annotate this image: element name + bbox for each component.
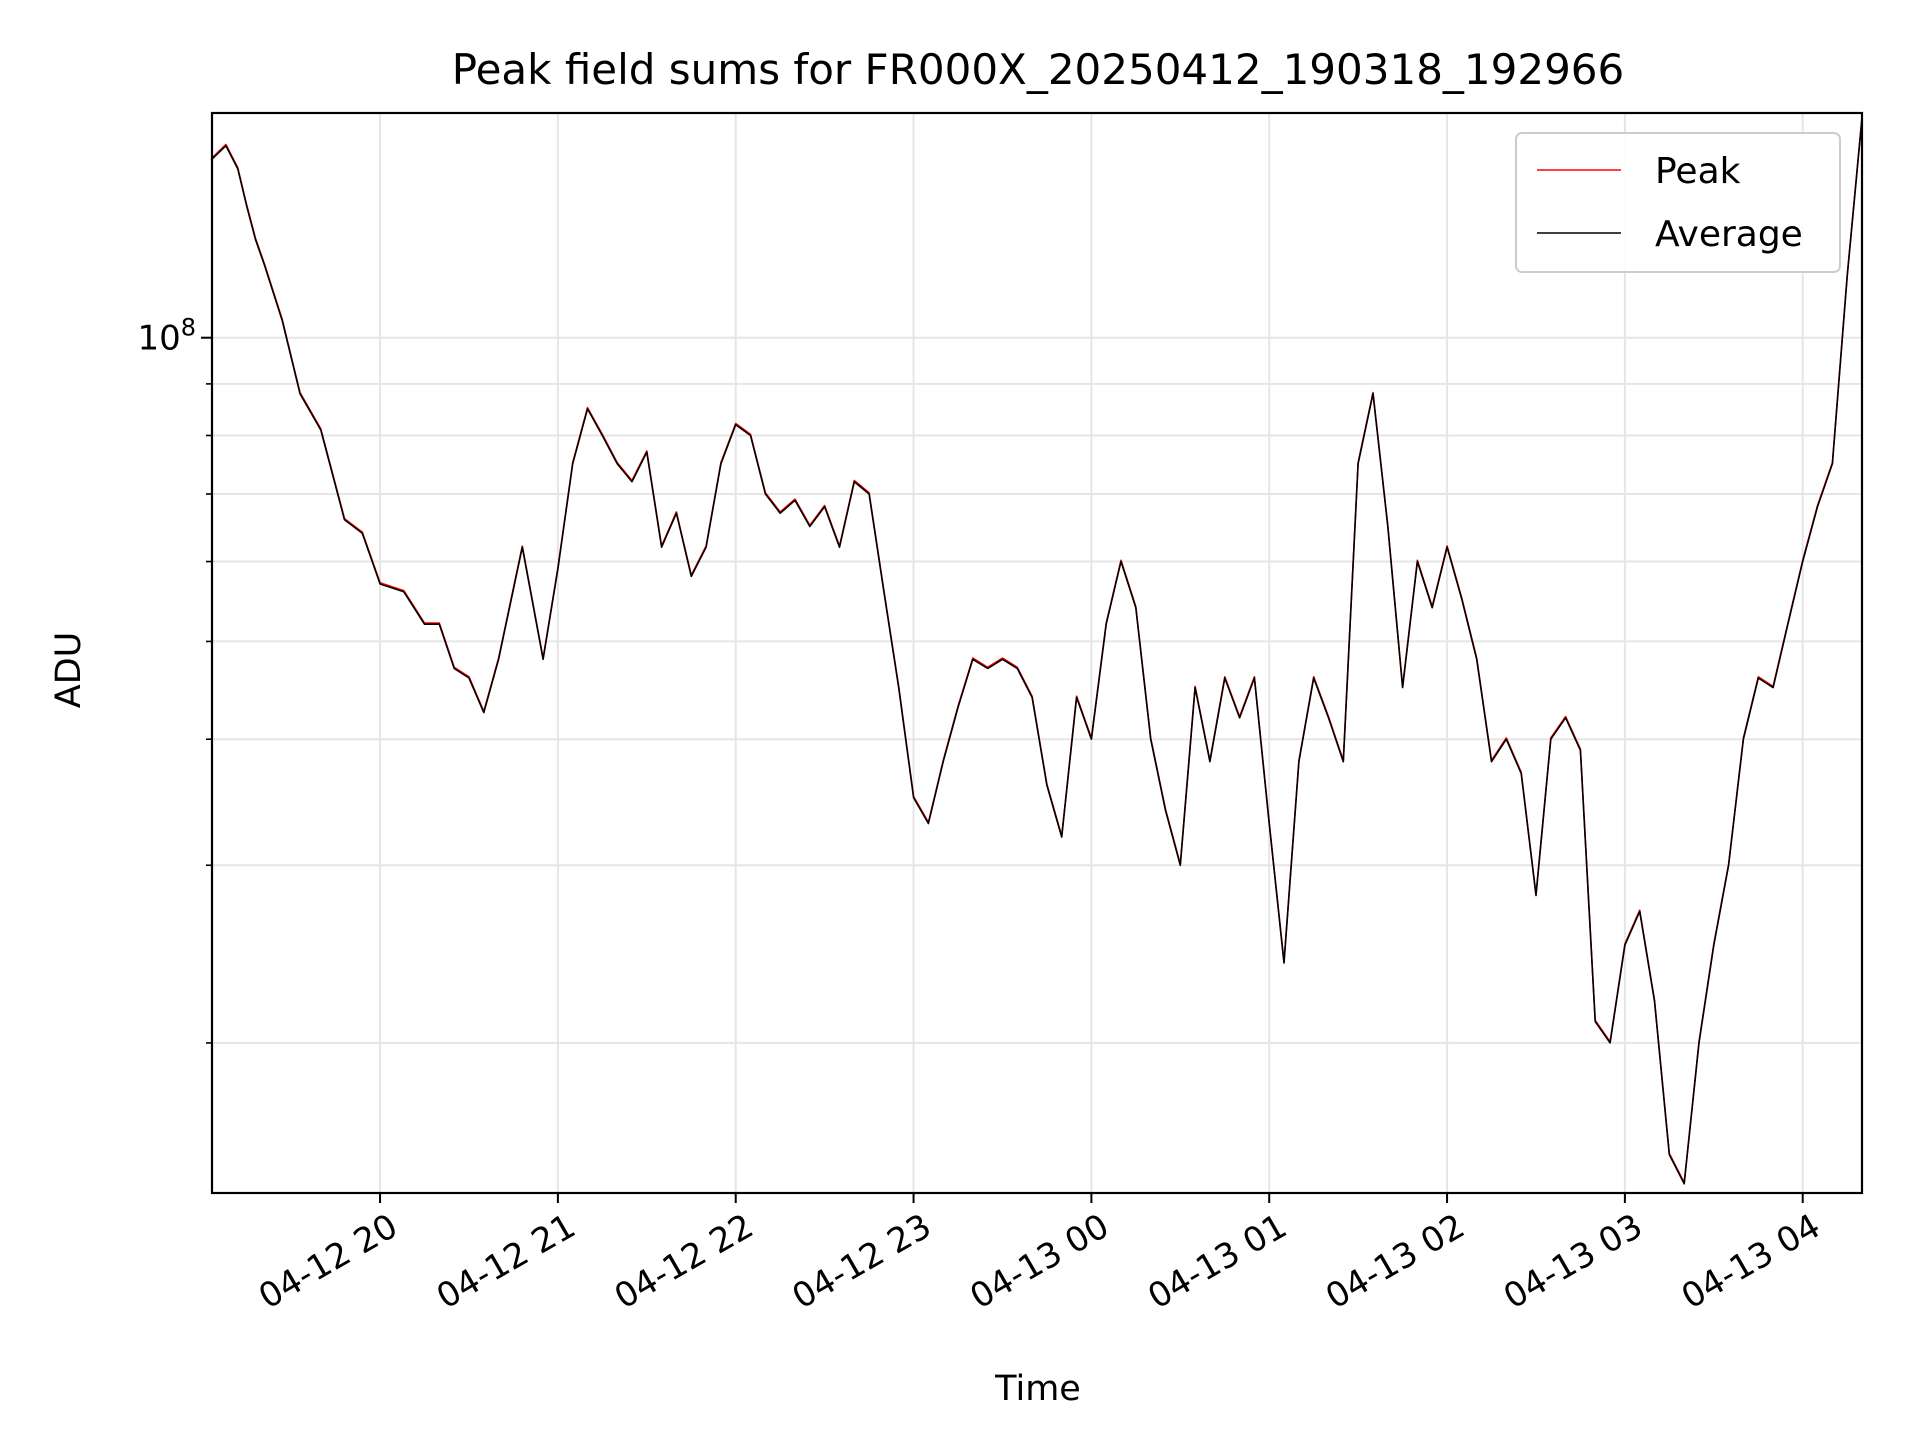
legend: Peak Average — [1515, 132, 1841, 273]
plot-area-frame — [210, 111, 1864, 1195]
series-line-average — [210, 118, 1863, 1185]
legend-average-label: Average — [1655, 214, 1803, 255]
x-tick-label: 04-13 01 — [1141, 1206, 1293, 1317]
x-tick-label: 04-13 02 — [1319, 1206, 1471, 1317]
x-tick-label: 04-12 22 — [608, 1206, 760, 1317]
y-axis-title: ADU — [49, 632, 89, 709]
chart-title: Peak field sums for FR000X_20250412_1903… — [452, 45, 1625, 94]
y-axis-ticks: 108 — [137, 314, 212, 1044]
x-tick-label: 04-12 21 — [430, 1206, 582, 1317]
x-tick-label: 04-13 00 — [963, 1206, 1115, 1317]
legend-peak-label: Peak — [1655, 151, 1741, 192]
x-tick-label: 04-12 20 — [252, 1206, 404, 1317]
x-tick-label: 04-13 04 — [1675, 1206, 1827, 1317]
y-tick-label: 108 — [137, 314, 196, 359]
x-tick-label: 04-13 03 — [1497, 1206, 1649, 1317]
x-tick-label: 04-12 23 — [786, 1206, 938, 1317]
x-axis-ticks: 04-12 20 04-12 21 04-12 22 04-12 23 04-13 00… — [252, 1193, 1827, 1317]
plot-series — [210, 117, 1863, 1185]
x-axis-title: Time — [994, 1369, 1081, 1409]
series-line-peak — [210, 117, 1863, 1184]
grid-lines — [212, 113, 1862, 1193]
